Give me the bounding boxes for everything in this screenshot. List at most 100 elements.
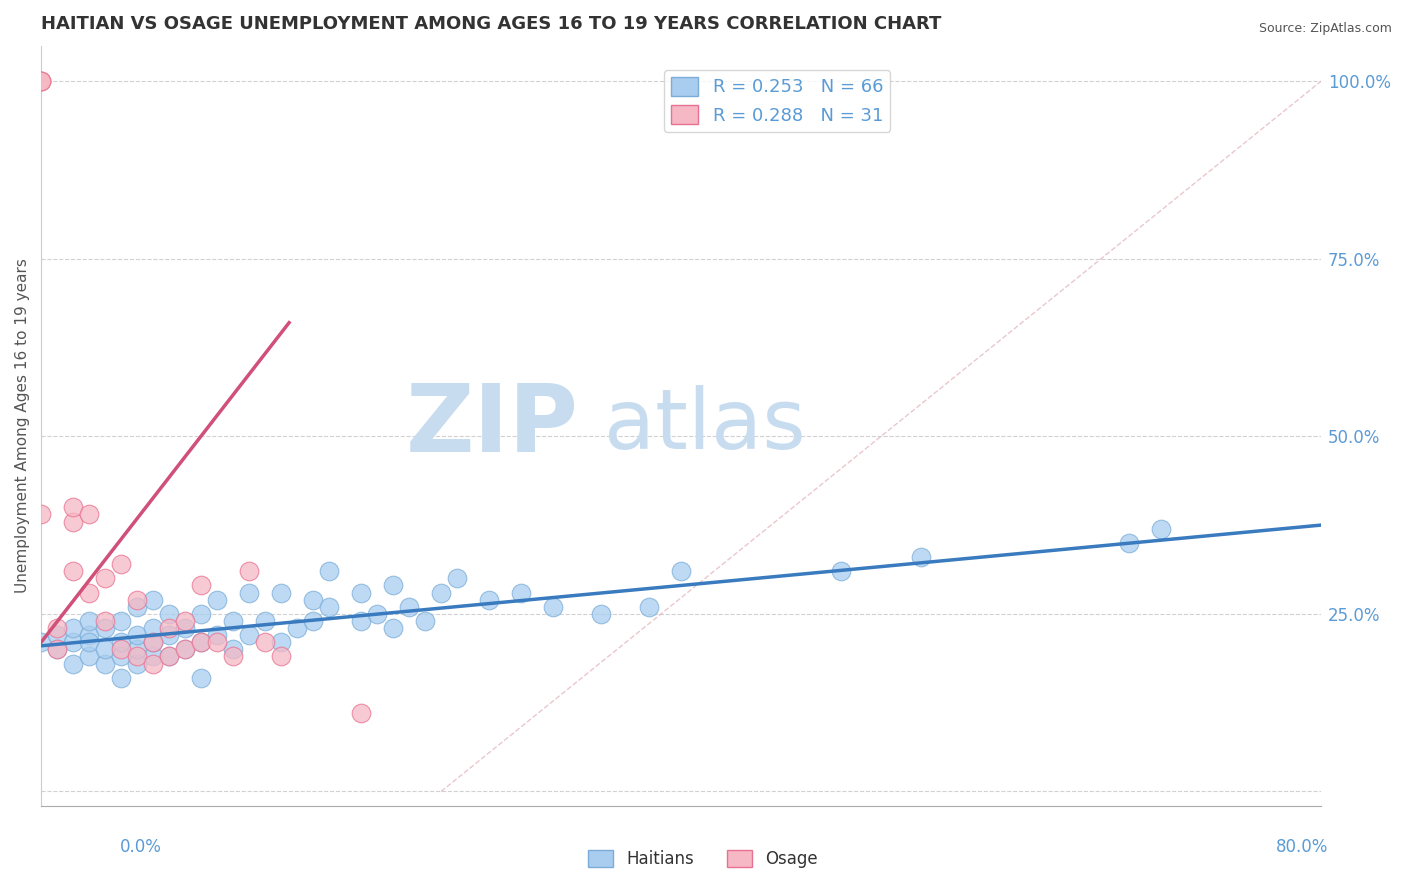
- Text: atlas: atlas: [605, 385, 806, 467]
- Point: [77, 649, 100, 664]
- Point: [142, 649, 165, 664]
- Point: [238, 628, 260, 642]
- Point: [94, 571, 117, 585]
- Point: [62, 657, 84, 671]
- Point: [142, 635, 165, 649]
- Point: [77, 614, 100, 628]
- Point: [46, 642, 69, 657]
- Text: HAITIAN VS OSAGE UNEMPLOYMENT AMONG AGES 16 TO 19 YEARS CORRELATION CHART: HAITIAN VS OSAGE UNEMPLOYMENT AMONG AGES…: [41, 15, 942, 33]
- Point: [446, 571, 468, 585]
- Point: [77, 635, 100, 649]
- Point: [142, 657, 165, 671]
- Point: [254, 614, 277, 628]
- Point: [157, 649, 180, 664]
- Point: [174, 642, 197, 657]
- Point: [110, 635, 132, 649]
- Point: [413, 614, 436, 628]
- Point: [30, 74, 52, 88]
- Point: [222, 614, 245, 628]
- Point: [62, 635, 84, 649]
- Point: [77, 508, 100, 522]
- Point: [127, 592, 149, 607]
- Point: [302, 614, 325, 628]
- Point: [157, 621, 180, 635]
- Point: [638, 599, 661, 614]
- Point: [77, 628, 100, 642]
- Point: [222, 642, 245, 657]
- Point: [1150, 522, 1173, 536]
- Point: [142, 635, 165, 649]
- Text: 0.0%: 0.0%: [120, 838, 162, 856]
- Point: [157, 607, 180, 621]
- Point: [157, 628, 180, 642]
- Point: [110, 642, 132, 657]
- Point: [190, 635, 212, 649]
- Point: [270, 635, 292, 649]
- Point: [174, 614, 197, 628]
- Point: [190, 578, 212, 592]
- Point: [510, 585, 533, 599]
- Point: [127, 628, 149, 642]
- Point: [382, 621, 405, 635]
- Point: [318, 564, 340, 578]
- Point: [174, 642, 197, 657]
- Point: [238, 564, 260, 578]
- Point: [366, 607, 388, 621]
- Point: [94, 657, 117, 671]
- Point: [190, 607, 212, 621]
- Point: [62, 500, 84, 515]
- Point: [270, 585, 292, 599]
- Point: [46, 628, 69, 642]
- Point: [591, 607, 613, 621]
- Point: [77, 585, 100, 599]
- Point: [127, 599, 149, 614]
- Point: [430, 585, 453, 599]
- Point: [350, 585, 373, 599]
- Point: [110, 557, 132, 571]
- Point: [1118, 536, 1140, 550]
- Point: [157, 649, 180, 664]
- Point: [110, 671, 132, 685]
- Point: [190, 635, 212, 649]
- Text: 80.0%: 80.0%: [1277, 838, 1329, 856]
- Point: [205, 628, 228, 642]
- Point: [254, 635, 277, 649]
- Point: [350, 614, 373, 628]
- Legend: R = 0.253   N = 66, R = 0.288   N = 31: R = 0.253 N = 66, R = 0.288 N = 31: [664, 70, 890, 132]
- Point: [30, 635, 52, 649]
- Point: [94, 642, 117, 657]
- Point: [174, 621, 197, 635]
- Point: [285, 621, 308, 635]
- Point: [94, 614, 117, 628]
- Point: [62, 564, 84, 578]
- Point: [110, 649, 132, 664]
- Point: [541, 599, 564, 614]
- Text: Source: ZipAtlas.com: Source: ZipAtlas.com: [1258, 22, 1392, 36]
- Point: [62, 515, 84, 529]
- Point: [222, 649, 245, 664]
- Legend: Haitians, Osage: Haitians, Osage: [581, 843, 825, 875]
- Point: [127, 642, 149, 657]
- Point: [270, 649, 292, 664]
- Point: [382, 578, 405, 592]
- Point: [127, 649, 149, 664]
- Point: [318, 599, 340, 614]
- Point: [350, 706, 373, 721]
- Point: [30, 74, 52, 88]
- Point: [30, 74, 52, 88]
- Point: [238, 585, 260, 599]
- Point: [94, 621, 117, 635]
- Point: [62, 621, 84, 635]
- Point: [142, 621, 165, 635]
- Point: [110, 614, 132, 628]
- Point: [190, 671, 212, 685]
- Point: [205, 592, 228, 607]
- Text: ZIP: ZIP: [406, 380, 579, 472]
- Point: [910, 549, 932, 564]
- Point: [669, 564, 692, 578]
- Point: [142, 592, 165, 607]
- Point: [30, 508, 52, 522]
- Point: [398, 599, 420, 614]
- Point: [46, 642, 69, 657]
- Point: [830, 564, 852, 578]
